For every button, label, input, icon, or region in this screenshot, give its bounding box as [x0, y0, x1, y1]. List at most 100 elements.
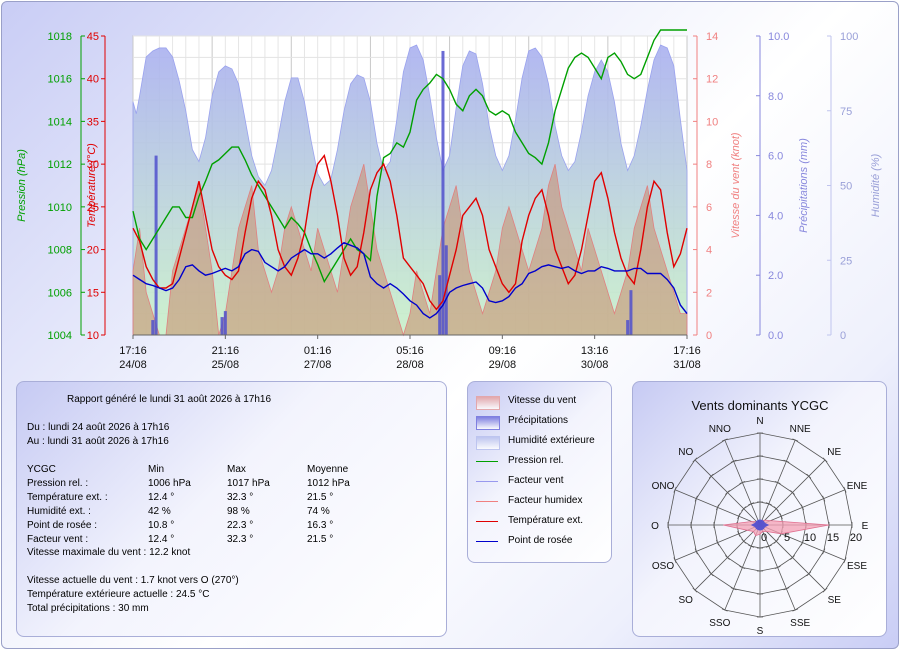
legend-line: [476, 461, 498, 462]
legend-panel: Vitesse du vent Précipitations Humidité …: [467, 381, 612, 563]
wind-rose-spoke-tick: [800, 504, 805, 511]
wind-rose-direction-label: NO: [678, 447, 693, 458]
wind-rose-spoke-tick: [774, 480, 781, 485]
wind-rose-spoke-tick: [806, 571, 812, 577]
pressure-axis-tick-label: 1016: [48, 74, 72, 86]
row-min: 1006 hPa: [148, 478, 191, 489]
report-panel: Rapport généré le lundi 31 août 2026 à 1…: [16, 381, 447, 637]
wind-rose-direction-label: SSO: [709, 618, 730, 629]
pressure-axis-tick-label: 1008: [48, 245, 72, 257]
x-axis-date-label: 28/08: [396, 359, 424, 371]
wind-rose-spoke-tick: [708, 473, 714, 479]
pressure-axis-tick-label: 1006: [48, 287, 72, 299]
x-axis-time-label: 21:16: [212, 345, 240, 357]
wind-rose-spoke-tick: [741, 538, 747, 544]
wind-rose-spoke-tick: [822, 495, 826, 502]
row-max: 22.3 °: [227, 520, 254, 531]
wind-rose-direction-label: E: [862, 521, 869, 532]
temperature-axis-tick-label: 20: [87, 245, 99, 257]
wind-rose-spoke-tick: [737, 513, 741, 520]
rain-axis-tick-label: 6.0: [768, 151, 783, 163]
wind-rose-spoke-tick: [739, 565, 746, 570]
wind-rose-spoke-tick: [790, 555, 795, 560]
wind-rose-direction-label: S: [757, 626, 764, 636]
wind-rose-direction-label: ESE: [847, 561, 867, 572]
rain-bar: [154, 155, 158, 335]
wind-rose-spoke-tick: [822, 548, 826, 555]
legend-swatch: [476, 396, 500, 410]
humidity-axis-tick-label: 25: [840, 255, 852, 267]
dew-point-line: [132, 241, 688, 319]
wind-rose-direction-label: ONO: [652, 481, 675, 492]
plot-axes: 10041006100810101012101410161018Pression…: [16, 31, 882, 371]
rain-axis-tick-label: 2.0: [768, 270, 783, 282]
wind-rose-panel: Vents dominants YCGC N NNE NE ENE E ESE SE SSE S S…: [632, 381, 887, 637]
x-axis-time-label: 01:16: [304, 345, 332, 357]
wind-rose-spoke-tick: [715, 539, 720, 546]
wind-axis-tick-label: 8: [706, 159, 712, 171]
row-min: 12.4 °: [148, 534, 175, 545]
humidity-axis-tick-label: 75: [840, 106, 852, 118]
pressure-axis-tick-label: 1012: [48, 159, 72, 171]
wind-rose-scale-label: 20: [850, 532, 862, 544]
pressure-axis-tick-label: 1004: [48, 330, 72, 342]
wind-rose-spoke-tick: [708, 571, 714, 577]
row-max: 32.3 °: [227, 534, 254, 545]
wind-rose-spoke-tick: [748, 544, 755, 548]
pressure-axis-tick-label: 1018: [48, 31, 72, 43]
x-axis-time-label: 09:16: [489, 345, 517, 357]
header-max: Max: [227, 464, 246, 475]
wind-rose-direction-label: ENE: [847, 481, 868, 492]
rain-axis-tick-label: 10.0: [768, 31, 789, 43]
report-station: YCGC: [27, 464, 56, 475]
rain-bar: [441, 50, 445, 335]
wind-rose-spoke-tick: [739, 480, 746, 485]
header-min: Min: [148, 464, 165, 475]
rain-bar: [151, 320, 155, 335]
wind-rose-spoke-tick: [822, 587, 828, 593]
wind-rose-spoke-tick: [692, 457, 698, 463]
legend-label: Facteur vent: [508, 475, 564, 486]
legend-label: Pression rel.: [508, 455, 564, 466]
wind-rose-direction-label: OSO: [652, 561, 674, 572]
wind-rose-direction-label: SE: [828, 595, 842, 606]
wind-rose-spoke-tick: [673, 557, 677, 564]
row-min: 12.4 °: [148, 492, 175, 503]
row-max: 1017 hPa: [227, 478, 270, 489]
wind-rose-spoke-tick: [673, 486, 677, 493]
rain-axis-title: Précipitations (mm): [798, 138, 810, 233]
x-axis-date-label: 25/08: [212, 359, 240, 371]
temperature-line: [132, 154, 688, 311]
wind-rose-spoke-tick: [725, 555, 730, 560]
wind-rose-scale-label: 0: [761, 532, 767, 544]
wind-axis-tick-label: 12: [706, 74, 718, 86]
wind-rose-spoke-tick: [806, 473, 812, 479]
temperature-axis-tick-label: 30: [87, 159, 99, 171]
wind-axis-tick-label: 14: [706, 31, 718, 43]
pressure-line: [132, 29, 687, 284]
wind-rose-speed-area: [723, 519, 830, 537]
humidity-axis-tick-label: 0: [840, 330, 846, 342]
header-avg: Moyenne: [307, 464, 349, 475]
row-avg: 16.3 °: [307, 520, 334, 531]
report-to: Au : lundi 31 août 2026 à 17h16: [27, 436, 169, 447]
pressure-axis-tick-label: 1014: [48, 116, 72, 128]
wind-rose-spoke-tick: [779, 513, 783, 520]
total-rain-text: Total précipitations : 30 mm: [27, 603, 149, 614]
wind-rose-spoke-tick: [730, 459, 737, 463]
wind-rose-direction-label: NNO: [709, 424, 731, 435]
temperature-axis-tick-label: 15: [87, 287, 99, 299]
x-axis-date-label: 31/08: [673, 359, 701, 371]
temperature-axis-tick-label: 10: [87, 330, 99, 342]
wind-rose-spoke-tick: [737, 530, 741, 537]
wind-rose-spoke-tick: [721, 438, 728, 442]
legend-line: [476, 501, 498, 502]
row-label: Pression rel. :: [27, 478, 89, 489]
wind-axis-tick-label: 4: [706, 245, 712, 257]
pressure-axis-title: Pression (hPa): [16, 149, 28, 222]
wind-rose-spoke-tick: [792, 438, 799, 442]
rain-axis-tick-label: 0.0: [768, 330, 783, 342]
row-min: 42 %: [148, 506, 171, 517]
current-temp-text: Température extérieure actuelle : 24.5 °…: [27, 589, 210, 600]
